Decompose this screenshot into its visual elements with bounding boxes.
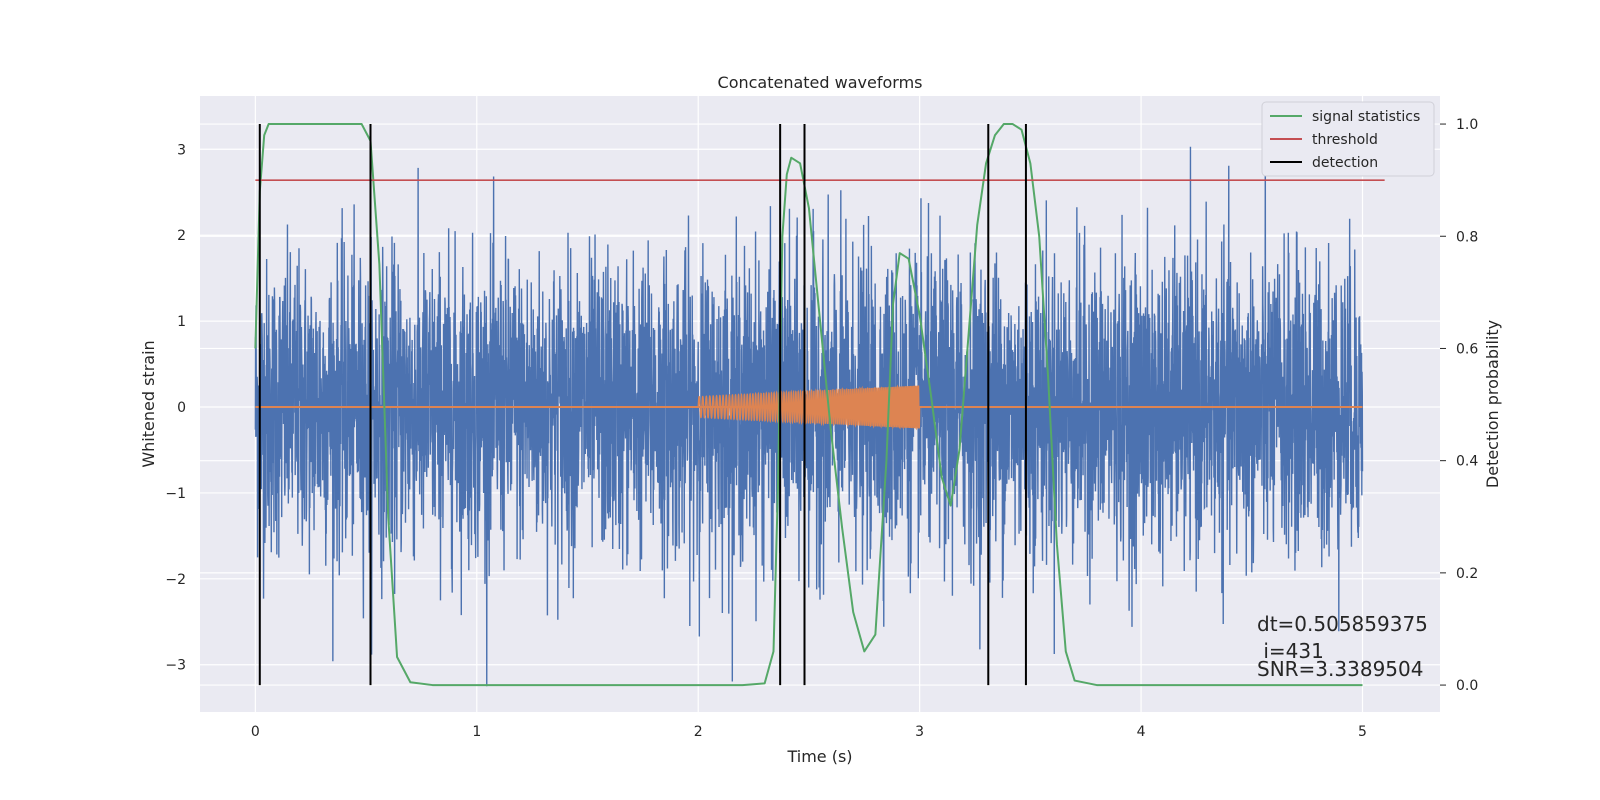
x-tick-label: 3: [915, 724, 924, 740]
right-y-tick-label: 0.0: [1456, 678, 1478, 694]
legend: signal statistics threshold detection: [1261, 101, 1435, 177]
y-axis-ticks: −3 −2 −1 0 1 2 3: [165, 142, 186, 673]
right-y-tick-label: 0.6: [1456, 341, 1478, 357]
annotation-dt: dt=0.505859375: [1257, 612, 1428, 636]
x-tick-label: 4: [1137, 724, 1146, 740]
y-tick-label: −2: [165, 572, 186, 588]
right-y-tick-label: 0.8: [1456, 229, 1478, 245]
legend-detection-label: detection: [1312, 155, 1378, 171]
legend-threshold-label: threshold: [1312, 132, 1378, 148]
right-y-tick-label: 0.2: [1456, 566, 1478, 582]
right-y-tick-label: 0.4: [1456, 454, 1478, 470]
y-tick-label: 0: [177, 400, 186, 416]
x-axis-label: Time (s): [786, 747, 852, 766]
x-axis-ticks: 0 1 2 3 4 5: [251, 724, 1367, 740]
legend-box: [1261, 101, 1435, 177]
chirp-series: [255, 384, 1363, 431]
legend-signal-statistics-label: signal statistics: [1312, 109, 1420, 125]
annotation-snr: SNR=3.3389504: [1257, 657, 1423, 681]
y-tick-label: −3: [165, 658, 186, 674]
x-tick-label: 5: [1358, 724, 1367, 740]
x-tick-label: 1: [472, 724, 481, 740]
y-axis-label: Whitened strain: [139, 340, 158, 467]
chart-title: Concatenated waveforms: [718, 73, 923, 92]
annotation-index: i=431: [1257, 639, 1324, 663]
signal-statistics-line: [254, 123, 1363, 687]
x-tick-label: 0: [251, 724, 260, 740]
chirp-line: [697, 384, 921, 431]
detection-series: [258, 124, 1027, 686]
y-tick-label: 2: [177, 228, 186, 244]
y-tick-label: 1: [177, 314, 186, 330]
signal-statistics-series: [254, 123, 1363, 687]
right-y-axis-ticks: 0.0 0.2 0.4 0.6 0.8 1.0: [1440, 117, 1478, 694]
x-tick-label: 2: [694, 724, 703, 740]
y-tick-label: 3: [177, 142, 186, 158]
right-y-tick-label: 1.0: [1456, 117, 1478, 133]
y-tick-label: −1: [165, 486, 186, 502]
right-y-axis-label: Detection probability: [1483, 320, 1502, 488]
